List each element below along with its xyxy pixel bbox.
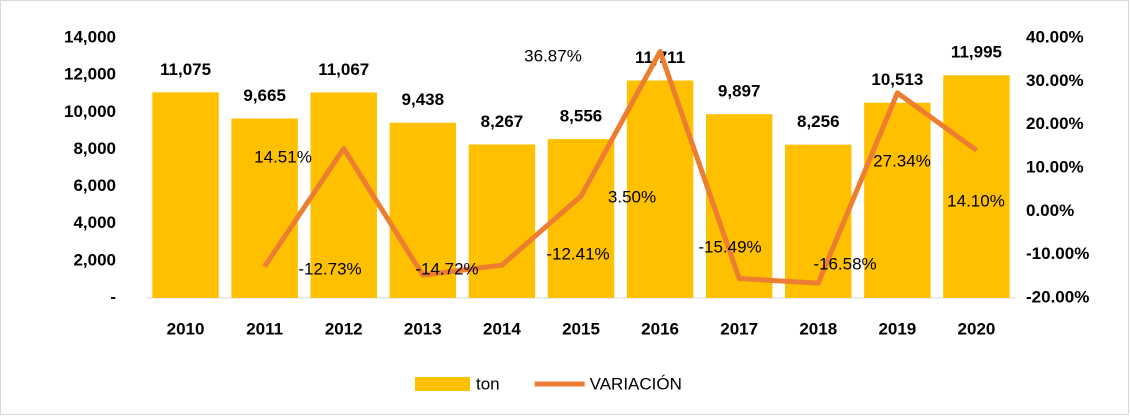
y2-tick-label: 0.00% <box>1026 201 1074 220</box>
line-value-label: 36.87% <box>524 46 582 65</box>
bar <box>785 144 852 298</box>
line-value-label: -16.58% <box>813 254 876 273</box>
line-value-label: -12.73% <box>298 259 361 278</box>
y-tick-label: 2,000 <box>73 250 116 269</box>
line-value-label: -14.72% <box>415 259 478 278</box>
legend-label: VARIACIÓN <box>590 374 682 393</box>
bar-value-label: 9,438 <box>402 90 445 109</box>
y-tick-label: 8,000 <box>73 139 116 158</box>
bar-value-label: 11,067 <box>318 60 369 79</box>
x-tick-label: 2018 <box>799 319 837 338</box>
bar <box>943 75 1010 298</box>
y-tick-label: 4,000 <box>73 213 116 232</box>
bar-value-label: 9,897 <box>718 82 761 101</box>
legend-label: ton <box>476 374 500 393</box>
y2-tick-label: 30.00% <box>1026 71 1084 90</box>
y2-tick-label: -20.00% <box>1026 287 1089 306</box>
y2-tick-label: 40.00% <box>1026 27 1084 46</box>
x-tick-label: 2011 <box>246 319 283 338</box>
y-tick-label: 10,000 <box>64 102 116 121</box>
y2-tick-label: -10.00% <box>1026 244 1089 263</box>
y2-tick-label: 20.00% <box>1026 114 1084 133</box>
bar <box>705 114 773 298</box>
bar-value-label: 9,665 <box>243 86 286 105</box>
bar <box>231 118 298 298</box>
x-tick-label: 2015 <box>562 319 600 338</box>
x-tick-label: 2010 <box>167 319 205 338</box>
line-value-label: -12.41% <box>546 244 609 263</box>
y-tick-label: 6,000 <box>73 176 116 195</box>
line-value-label: 3.50% <box>608 187 656 206</box>
y-tick-label: 12,000 <box>64 65 116 84</box>
bar-value-label: 8,267 <box>481 112 524 131</box>
bar <box>864 102 931 298</box>
bar-value-label: 8,256 <box>797 112 840 131</box>
x-tick-label: 2020 <box>958 319 996 338</box>
bar-value-label: 10,513 <box>871 70 923 89</box>
legend-swatch <box>415 377 470 391</box>
bar <box>389 122 457 298</box>
line-value-label: 14.51% <box>254 147 312 166</box>
x-tick-label: 2019 <box>878 319 916 338</box>
x-tick-label: 2016 <box>641 319 679 338</box>
bar-value-label: 11,075 <box>160 60 211 79</box>
bar-value-label: 11,995 <box>951 43 1002 62</box>
y2-tick-label: 10.00% <box>1026 157 1084 176</box>
y-tick-label: - <box>110 287 116 306</box>
x-tick-label: 2017 <box>720 319 758 338</box>
line-value-label: -15.49% <box>698 237 761 256</box>
line-value-label: 27.34% <box>873 151 931 170</box>
line <box>262 49 978 286</box>
bar-value-label: 8,556 <box>560 107 603 126</box>
x-tick-label: 2012 <box>325 319 363 338</box>
y-tick-label: 14,000 <box>64 27 116 46</box>
x-tick-label: 2014 <box>483 319 521 338</box>
bar <box>468 144 536 298</box>
bar <box>152 92 219 298</box>
line-value-label: 14.10% <box>947 191 1005 210</box>
bar <box>310 92 377 298</box>
x-tick-label: 2013 <box>404 319 442 338</box>
